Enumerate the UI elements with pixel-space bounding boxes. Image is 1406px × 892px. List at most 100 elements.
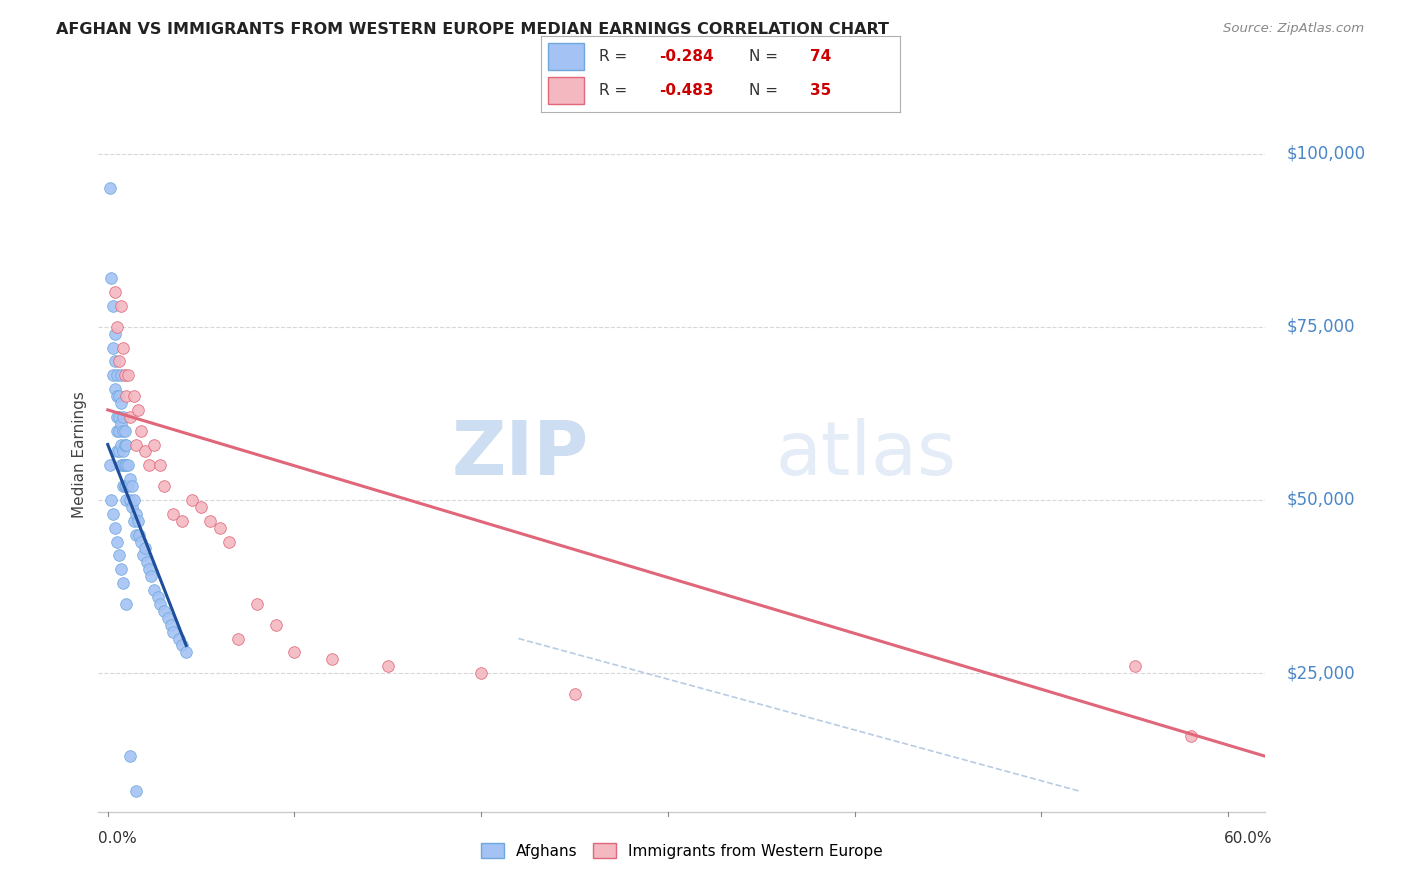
Point xyxy=(131,534,153,549)
Point xyxy=(111,424,134,438)
Point xyxy=(105,319,128,334)
Point xyxy=(127,514,149,528)
Point xyxy=(190,500,212,514)
Point xyxy=(108,444,131,458)
Point xyxy=(167,632,190,646)
Point xyxy=(108,409,131,424)
Point xyxy=(228,632,250,646)
Point xyxy=(114,479,136,493)
Point xyxy=(174,645,197,659)
Point xyxy=(100,271,122,285)
Text: $75,000: $75,000 xyxy=(1286,318,1355,335)
Point xyxy=(125,437,148,451)
Point xyxy=(105,424,128,438)
Point xyxy=(108,424,131,438)
Point xyxy=(111,576,134,591)
Point xyxy=(120,749,142,764)
Text: R =: R = xyxy=(599,83,631,98)
Point xyxy=(115,492,138,507)
Point xyxy=(110,437,132,451)
Point xyxy=(131,424,153,438)
Point xyxy=(146,590,169,604)
Point xyxy=(377,659,399,673)
Point xyxy=(120,409,142,424)
Point xyxy=(103,507,125,521)
Point xyxy=(120,492,142,507)
Y-axis label: Median Earnings: Median Earnings xyxy=(72,392,87,518)
Point xyxy=(162,507,184,521)
Point xyxy=(1180,729,1202,743)
Point xyxy=(117,479,139,493)
Point xyxy=(149,597,172,611)
Point xyxy=(104,285,127,299)
Point xyxy=(105,534,128,549)
Point xyxy=(128,527,150,541)
Text: AFGHAN VS IMMIGRANTS FROM WESTERN EUROPE MEDIAN EARNINGS CORRELATION CHART: AFGHAN VS IMMIGRANTS FROM WESTERN EUROPE… xyxy=(56,22,889,37)
Point xyxy=(115,479,138,493)
Point xyxy=(110,368,132,383)
Point xyxy=(103,368,125,383)
Text: ZIP: ZIP xyxy=(451,418,589,491)
Point xyxy=(122,389,145,403)
FancyBboxPatch shape xyxy=(548,44,585,70)
Text: atlas: atlas xyxy=(775,418,956,491)
Point xyxy=(117,368,139,383)
Text: 60.0%: 60.0% xyxy=(1225,831,1272,846)
Point xyxy=(110,396,132,410)
Text: $25,000: $25,000 xyxy=(1286,665,1355,682)
Text: N =: N = xyxy=(749,49,783,64)
Point xyxy=(103,341,125,355)
Point xyxy=(218,534,240,549)
Point xyxy=(111,341,134,355)
Point xyxy=(246,597,269,611)
Point xyxy=(160,617,183,632)
Point xyxy=(103,299,125,313)
Point xyxy=(180,492,202,507)
Point xyxy=(98,181,121,195)
Legend: Afghans, Immigrants from Western Europe: Afghans, Immigrants from Western Europe xyxy=(475,837,889,864)
Point xyxy=(98,458,121,473)
Point xyxy=(108,389,131,403)
Point xyxy=(172,514,194,528)
Point xyxy=(1123,659,1146,673)
Point xyxy=(122,492,145,507)
Point xyxy=(110,417,132,431)
Text: -0.483: -0.483 xyxy=(659,83,714,98)
Point xyxy=(264,617,287,632)
Point xyxy=(111,479,134,493)
Point xyxy=(208,521,231,535)
Text: $100,000: $100,000 xyxy=(1286,145,1365,162)
Point xyxy=(136,555,159,569)
Point xyxy=(162,624,184,639)
Point xyxy=(121,500,143,514)
Point xyxy=(200,514,222,528)
Point xyxy=(122,514,145,528)
Point xyxy=(564,687,586,701)
Point xyxy=(114,368,136,383)
Point xyxy=(104,382,127,396)
Point xyxy=(115,458,138,473)
Point xyxy=(134,444,156,458)
Point xyxy=(105,444,128,458)
Point xyxy=(152,604,174,618)
Point xyxy=(111,409,134,424)
Point xyxy=(111,444,134,458)
Point xyxy=(110,458,132,473)
Point xyxy=(120,472,142,486)
Point xyxy=(125,527,148,541)
Text: -0.284: -0.284 xyxy=(659,49,714,64)
Point xyxy=(143,437,166,451)
Text: R =: R = xyxy=(599,49,631,64)
Point xyxy=(125,507,148,521)
Point xyxy=(138,458,160,473)
Point xyxy=(156,611,179,625)
Point xyxy=(143,582,166,597)
Point xyxy=(104,521,127,535)
Text: Source: ZipAtlas.com: Source: ZipAtlas.com xyxy=(1223,22,1364,36)
Point xyxy=(149,458,172,473)
Point xyxy=(108,549,131,563)
Point xyxy=(105,409,128,424)
Point xyxy=(114,424,136,438)
Point xyxy=(111,458,134,473)
Point xyxy=(105,389,128,403)
